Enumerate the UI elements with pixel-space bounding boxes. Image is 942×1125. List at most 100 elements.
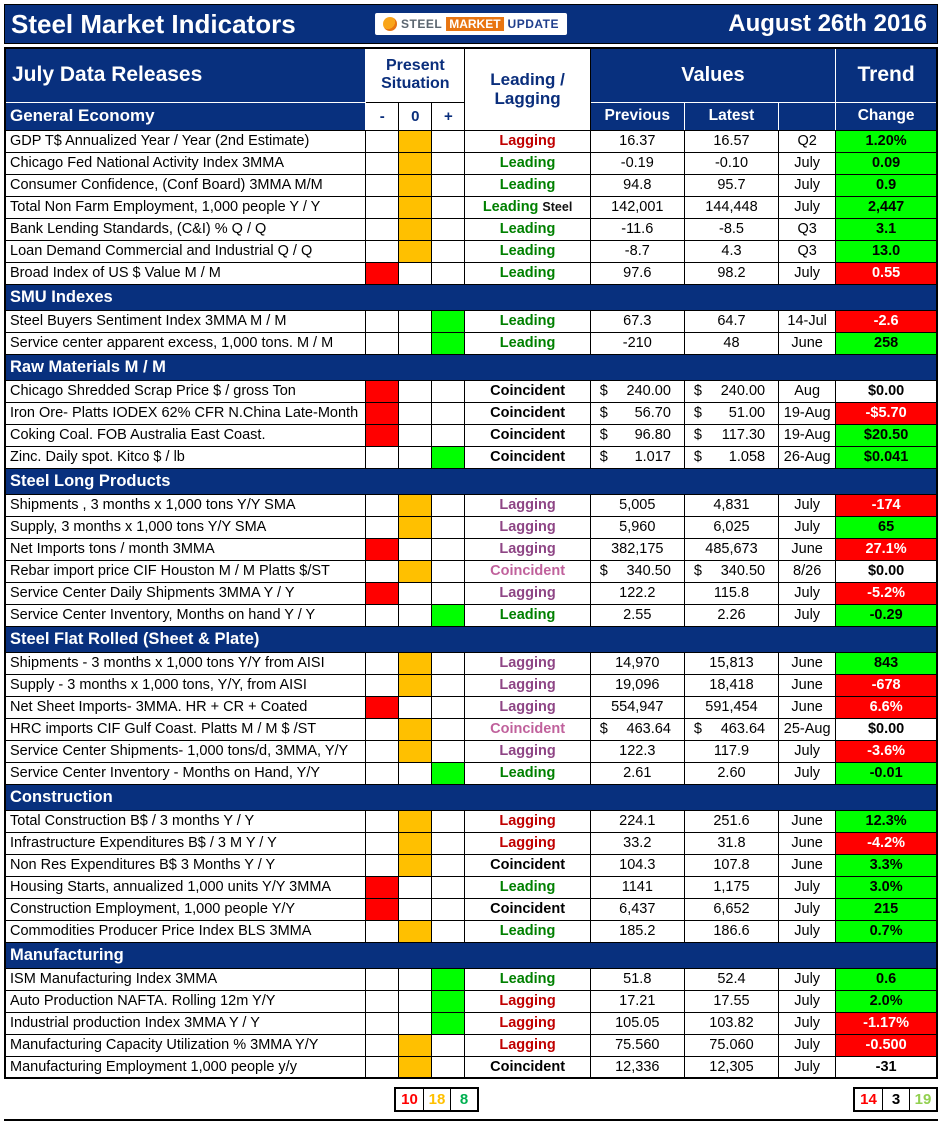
period-cell: July <box>778 1055 837 1079</box>
indicator-label: Broad Index of US $ Value M / M <box>4 261 367 285</box>
change-cell: 258 <box>835 331 938 355</box>
period-cell: July <box>778 919 837 943</box>
classification-cell: Lagging <box>464 537 591 561</box>
period-cell: June <box>778 651 837 675</box>
period-cell: Aug <box>778 379 837 403</box>
classification-text: Lagging <box>499 655 556 671</box>
classification-text: Leading <box>499 971 556 987</box>
situation-minus-cell <box>365 309 400 333</box>
indicator-row: Auto Production NAFTA. Rolling 12m Y/Y La… <box>4 989 938 1013</box>
situation-zero-cell <box>398 761 433 785</box>
situation-zero-cell <box>398 151 433 175</box>
situation-zero-cell <box>398 1055 433 1079</box>
indicator-label: Service Center Inventory - Months on Han… <box>4 761 367 785</box>
indicator-label: Net Imports tons / month 3MMA <box>4 537 367 561</box>
period-cell: July <box>778 261 837 285</box>
classification-text: Coincident <box>490 857 566 873</box>
classification-text: Leading <box>482 199 539 215</box>
situation-minus-cell <box>365 967 400 991</box>
change-cell: 3.0% <box>835 875 938 899</box>
latest-value: $1.058 <box>683 445 780 469</box>
indicator-label: Shipments - 3 months x 1,000 tons Y/Y fr… <box>4 651 367 675</box>
situation-plus-cell <box>431 809 466 833</box>
classification-text: Leading <box>499 177 556 193</box>
situation-zero-cell <box>398 919 433 943</box>
period-cell: July <box>778 1033 837 1057</box>
money-value: $51.00 <box>685 405 777 421</box>
situation-plus-cell <box>431 673 466 697</box>
change-cell: 6.6% <box>835 695 938 719</box>
leading-lagging-header: Leading / Lagging <box>464 47 591 131</box>
previous-value: -0.19 <box>589 151 685 175</box>
change-cell: 12.3% <box>835 809 938 833</box>
period-cell: July <box>778 515 837 539</box>
classification-text: Leading <box>499 335 556 351</box>
classification-cell: Lagging <box>464 1011 591 1035</box>
classification-cell: Leading <box>464 309 591 333</box>
previous-value: $340.50 <box>589 559 685 583</box>
change-cell: 13.0 <box>835 239 938 263</box>
currency-symbol: $ <box>599 427 608 443</box>
latest-value: 15,813 <box>683 651 780 675</box>
previous-value: 224.1 <box>589 809 685 833</box>
change-cell: -0.29 <box>835 603 938 627</box>
change-cell: -174 <box>835 493 938 517</box>
money-value: $1.017 <box>591 449 683 465</box>
indicator-row: Iron Ore- Platts IODEX 62% CFR N.China L… <box>4 401 938 425</box>
amount: 1.058 <box>728 449 766 465</box>
previous-value: $56.70 <box>589 401 685 425</box>
previous-value: 17.21 <box>589 989 685 1013</box>
previous-value: 97.6 <box>589 261 685 285</box>
classification-cell: Leading <box>464 173 591 197</box>
previous-value: 6,437 <box>589 897 685 921</box>
situation-minus-cell <box>365 581 400 605</box>
change-cell: 27.1% <box>835 537 938 561</box>
currency-symbol: $ <box>693 721 702 737</box>
change-cell: 2.0% <box>835 989 938 1013</box>
latest-value: 591,454 <box>683 695 780 719</box>
section-header-row: SMU Indexes <box>4 283 938 311</box>
classification-text: Leading <box>499 879 556 895</box>
previous-value: 554,947 <box>589 695 685 719</box>
situation-zero-cell <box>398 173 433 197</box>
latest-value: 144,448 <box>683 195 780 219</box>
money-value: $96.80 <box>591 427 683 443</box>
classification-text: Coincident <box>490 383 566 399</box>
situation-minus-cell <box>365 559 400 583</box>
classification-text: Coincident <box>490 405 566 421</box>
amount: 240.00 <box>720 383 766 399</box>
situation-minus-cell <box>365 919 400 943</box>
latest-value: 48 <box>683 331 780 355</box>
situation-zero-cell <box>398 831 433 855</box>
indicator-label: Non Res Expenditures B$ 3 Months Y / Y <box>4 853 367 877</box>
indicator-label: Total Construction B$ / 3 months Y / Y <box>4 809 367 833</box>
latest-value: 186.6 <box>683 919 780 943</box>
situation-zero-cell <box>398 515 433 539</box>
latest-value: $340.50 <box>683 559 780 583</box>
previous-value: 122.2 <box>589 581 685 605</box>
classification-cell: Coincident <box>464 717 591 741</box>
indicator-row: Zinc. Daily spot. Kitco $ / lb Coincident… <box>4 445 938 469</box>
latest-value: 31.8 <box>683 831 780 855</box>
classification-cell: Lagging <box>464 581 591 605</box>
situation-zero-cell <box>398 217 433 241</box>
indicator-label: Total Non Farm Employment, 1,000 people … <box>4 195 367 219</box>
previous-value: -8.7 <box>589 239 685 263</box>
classification-text: Lagging <box>499 1015 556 1031</box>
situation-minus-cell <box>365 809 400 833</box>
indicator-row: ISM Manufacturing Index 3MMA Leading 51.8 5… <box>4 967 938 991</box>
situation-zero-cell <box>398 989 433 1013</box>
situation-zero-cell <box>398 309 433 333</box>
indicator-label: Net Sheet Imports- 3MMA. HR + CR + Coate… <box>4 695 367 719</box>
previous-value: 12,336 <box>589 1055 685 1079</box>
classification-cell: Leading <box>464 919 591 943</box>
situation-minus-cell <box>365 173 400 197</box>
latest-value: 98.2 <box>683 261 780 285</box>
situation-zero-cell <box>398 331 433 355</box>
indicator-row: Service center apparent excess, 1,000 to… <box>4 331 938 355</box>
situation-zero-cell <box>398 809 433 833</box>
money-value: $340.50 <box>591 563 683 579</box>
indicator-row: Steel Buyers Sentiment Index 3MMA M / M L… <box>4 309 938 333</box>
situation-zero-cell <box>398 875 433 899</box>
situation-plus-cell <box>431 401 466 425</box>
